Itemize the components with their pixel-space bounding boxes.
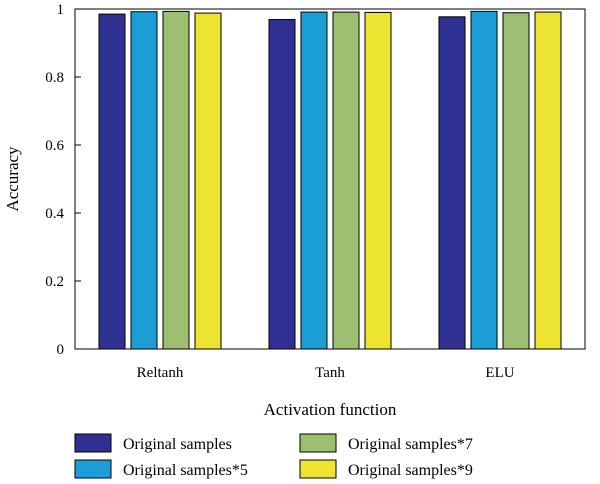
y-tick-label: 1 [57,2,65,18]
legend-label: Original samples*9 [348,462,473,479]
bar-tanh-series-4 [364,11,392,350]
y-tick-label: 0.4 [45,206,64,222]
bar-elu-series-1 [438,16,466,350]
x-tick-label: ELU [485,365,514,381]
bar-reltanh-series-3 [162,10,190,350]
y-axis-title: Accuracy [3,146,22,212]
bars-group [98,10,562,350]
bar-reltanh-series-1 [98,13,126,350]
bar-elu-series-3 [502,12,530,350]
bar-tanh-series-1 [268,19,296,350]
y-tick-label: 0 [57,342,65,358]
bar-elu-series-4 [534,11,562,350]
x-tick-label: Tanh [315,365,345,381]
x-tick-label: Reltanh [137,365,184,381]
y-tick-label: 0.6 [45,138,64,154]
bar-tanh-series-3 [332,11,360,350]
bar-reltanh-series-2 [130,11,158,350]
y-tick-label: 0.2 [45,274,64,290]
legend-swatch [74,459,112,479]
legend-label: Original samples*5 [123,462,248,479]
bar-reltanh-series-4 [194,12,222,350]
legend-swatch [299,433,337,453]
plot-frame [74,8,586,350]
x-axis-title: Activation function [264,400,397,419]
y-tick-label: 0.8 [45,70,64,86]
bar-elu-series-2 [470,10,498,350]
legend-label: Original samples*7 [348,436,473,453]
y-axis: 0 0.2 0.4 0.6 0.8 1 [45,2,81,358]
bar-tanh-series-2 [300,11,328,350]
legend-swatch [299,459,337,479]
legend-label: Original samples [123,436,232,453]
x-axis: Reltanh Tanh ELU [137,365,515,381]
legend: Original samples Original samples*5 Origin… [74,433,473,479]
legend-swatch [74,433,112,453]
